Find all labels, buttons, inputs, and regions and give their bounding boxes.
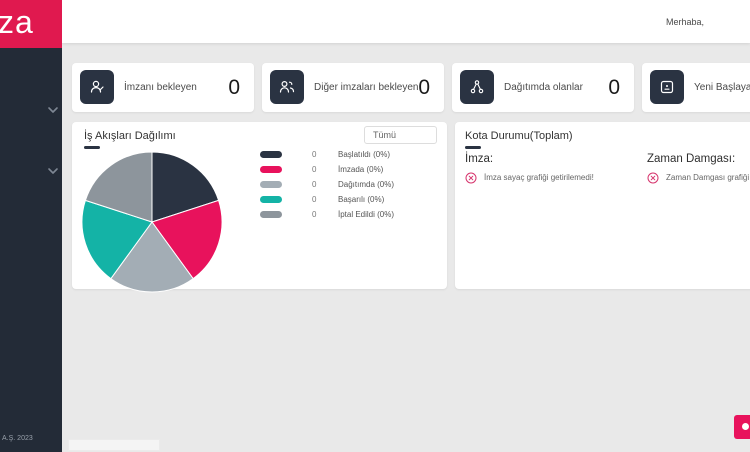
workflow-distribution-card: İş Akışları Dağılımı Tümü 0 Başlatıldı (…: [72, 122, 447, 293]
stat-label: İmzanı bekleyen: [124, 82, 197, 93]
stat-label: Yeni Başlayan: [694, 82, 750, 93]
legend-swatch: [260, 151, 282, 158]
stat-card-in-distribution[interactable]: Dağıtımda olanlar 0: [452, 63, 634, 112]
sidebar-menu-chevron-2[interactable]: [47, 167, 59, 175]
logo-text: za: [0, 4, 34, 40]
sidebar: za A.Ş. 2023: [0, 0, 62, 452]
person-signature-icon: [80, 70, 114, 104]
legend-label: Başlatıldı (0%): [338, 150, 391, 159]
stat-card-waiting-other-signatures[interactable]: Diğer imzaları bekleyen 0: [262, 63, 444, 112]
stat-value: 0: [418, 75, 430, 99]
legend-count: 0: [312, 210, 317, 219]
copyright-text: A.Ş. 2023: [2, 435, 33, 442]
legend-label: Başarılı (0%): [338, 195, 385, 204]
status-tooltip: [68, 439, 160, 451]
legend-swatch: [260, 211, 282, 218]
stat-label: Dağıtımda olanlar: [504, 82, 583, 93]
chevron-down-icon: [47, 167, 59, 175]
pie-slice: [151, 199, 223, 280]
stat-value: 0: [608, 75, 620, 99]
workflow-filter-select[interactable]: Tümü: [364, 126, 437, 144]
pie-slice: [151, 151, 220, 223]
quota-timestamp-heading: Zaman Damgası:: [647, 153, 736, 165]
quota-status-card: Kota Durumu(Toplam) İmza: İmza sayaç gra…: [455, 122, 750, 289]
quota-error-text: Zaman Damgası grafiği getirilemedi!: [666, 172, 750, 182]
dot-icon: [742, 423, 749, 430]
pie-slice: [110, 221, 194, 293]
quota-error-text: İmza sayaç grafiği getirilemedi!: [484, 172, 594, 182]
legend-count: 0: [312, 165, 317, 174]
legend-label: İptal Edildi (0%): [338, 210, 395, 219]
user-greeting[interactable]: Merhaba,: [666, 17, 705, 27]
logo[interactable]: za: [0, 0, 62, 48]
legend-item: 0 Başarılı (0%): [260, 195, 394, 204]
legend-swatch: [260, 196, 282, 203]
workflow-pie: [81, 151, 223, 293]
legend-label: İmzada (0%): [338, 165, 384, 174]
quota-timestamp-error: Zaman Damgası grafiği getirilemedi!: [647, 171, 750, 184]
workflow-pie-chart: [77, 147, 227, 297]
support-fab-button[interactable]: [734, 415, 750, 439]
legend-count: 0: [312, 195, 317, 204]
stat-label: Diğer imzaları bekleyen: [314, 82, 419, 93]
stat-card-newly-started[interactable]: Yeni Başlayan: [642, 63, 750, 112]
sidebar-menu-chevron-1[interactable]: [47, 106, 59, 114]
workflow-legend: 0 Başlatıldı (0%) 0 İmzada (0%) 0 Dağıtı…: [260, 150, 394, 219]
stat-value: 0: [228, 75, 240, 99]
title-underline: [465, 146, 481, 149]
pie-slice: [81, 199, 153, 280]
legend-swatch: [260, 166, 282, 173]
people-icon: [270, 70, 304, 104]
quota-signature-heading: İmza:: [465, 153, 494, 165]
legend-label: Dağıtımda (0%): [338, 180, 395, 189]
share-nodes-icon: [460, 70, 494, 104]
pie-slice: [84, 151, 153, 223]
legend-item: 0 Başlatıldı (0%): [260, 150, 394, 159]
legend-swatch: [260, 181, 282, 188]
legend-count: 0: [312, 180, 317, 189]
legend-item: 0 Dağıtımda (0%): [260, 180, 394, 189]
title-underline: [84, 146, 100, 149]
topbar: Merhaba,: [62, 0, 750, 43]
quota-card-title: Kota Durumu(Toplam): [465, 130, 573, 142]
quota-signature-error: İmza sayaç grafiği getirilemedi!: [465, 171, 594, 184]
workflow-card-title: İş Akışları Dağılımı: [84, 130, 176, 142]
error-circle-x-icon: [647, 171, 659, 184]
document-icon: [650, 70, 684, 104]
error-circle-x-icon: [465, 171, 477, 184]
legend-item: 0 İptal Edildi (0%): [260, 210, 394, 219]
legend-item: 0 İmzada (0%): [260, 165, 394, 174]
stat-card-waiting-my-signature[interactable]: İmzanı bekleyen 0: [72, 63, 254, 112]
chevron-down-icon: [47, 106, 59, 114]
legend-count: 0: [312, 150, 317, 159]
